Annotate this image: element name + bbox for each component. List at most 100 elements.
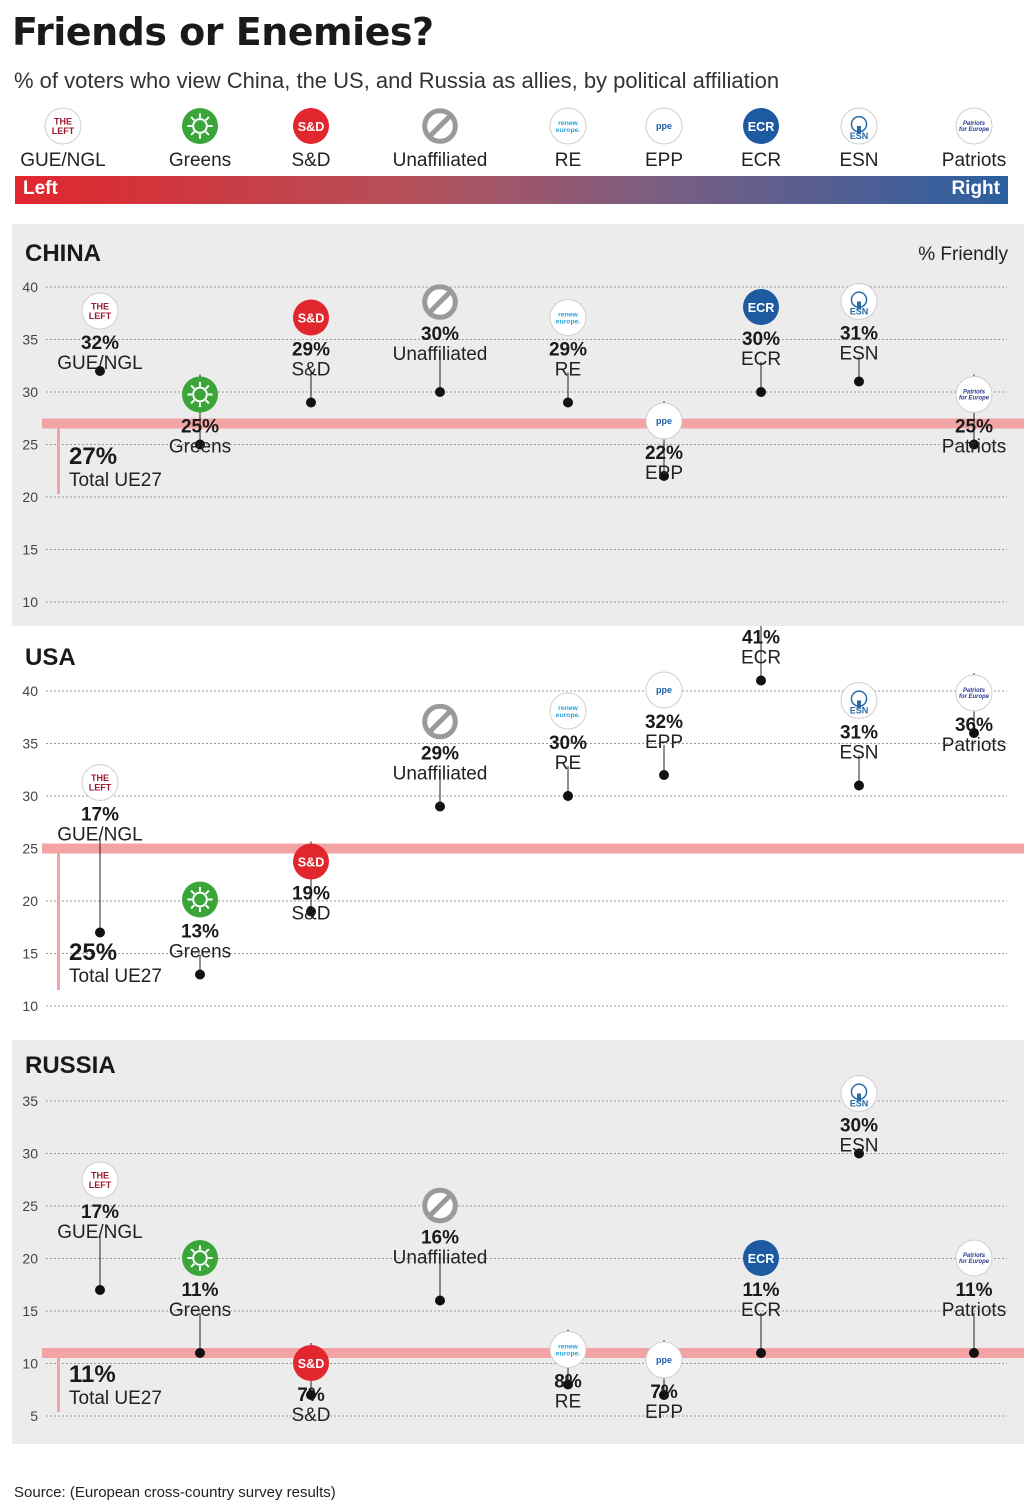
legend-label: ESN: [839, 150, 879, 171]
y-tick-label: 40: [22, 683, 38, 699]
svg-text:renew: renew: [558, 311, 578, 318]
ecr-logo: ECR: [743, 108, 779, 144]
data-point: [854, 376, 864, 387]
svg-text:ESN: ESN: [850, 1099, 869, 1109]
svg-text:S&D: S&D: [298, 312, 325, 326]
svg-text:ppe: ppe: [656, 121, 672, 131]
svg-text:renew: renew: [558, 705, 578, 712]
y-tick-label: 10: [22, 594, 38, 610]
party-label: EPP: [645, 463, 683, 484]
data-point: [563, 791, 573, 801]
data-point: [756, 1348, 766, 1358]
sd-logo: S&D: [293, 299, 329, 336]
data-point: [659, 471, 669, 481]
legend-label: Greens: [168, 150, 232, 171]
svg-text:THE: THE: [54, 116, 72, 126]
greens-sunflower-logo-icon: [182, 108, 218, 144]
data-point: [195, 1348, 205, 1358]
party-label: Greens: [169, 942, 231, 963]
ecr-logo-icon: ECR: [743, 108, 779, 144]
prohibited-sign-icon: [422, 108, 458, 144]
data-point: [435, 387, 445, 397]
scale-right-label: Right: [951, 178, 1000, 199]
epp-logo-icon: ppe: [645, 107, 683, 145]
usa-panel-title: USA: [25, 644, 76, 671]
value-label: 31%: [840, 324, 878, 345]
legend-item-gue: THE LEFT GUE/NGL: [3, 106, 123, 172]
svg-text:Patriots: Patriots: [963, 121, 986, 127]
y-tick-label: 20: [22, 489, 38, 505]
party-label: GUE/NGL: [57, 353, 143, 374]
svg-text:S&D: S&D: [298, 1357, 325, 1371]
data-point: [195, 439, 205, 450]
y-tick-label: 10: [22, 1356, 38, 1372]
value-label: 29%: [421, 744, 459, 765]
total-ue27-label: Total UE27: [69, 966, 162, 987]
point-epp: ppe 32%EPP: [645, 671, 683, 780]
data-point: [659, 770, 669, 780]
point-gre: 25%Greens: [169, 374, 231, 458]
party-label: Patriots: [942, 437, 1006, 458]
party-label: S&D: [291, 360, 330, 381]
value-label: 25%: [181, 417, 219, 438]
svg-text:THE: THE: [91, 301, 109, 311]
friendly-label: % Friendly: [918, 244, 1008, 265]
party-label: ECR: [741, 1300, 781, 1321]
greens-sunflower-logo: [182, 881, 218, 918]
legend-label: Patriots: [941, 150, 1007, 171]
total-ue27-label: Total UE27: [69, 470, 162, 491]
total-ue27-value: 25%: [69, 939, 117, 966]
value-label: 29%: [549, 340, 587, 361]
prohibited-sign-icon-icon: [422, 108, 458, 144]
value-label: 16%: [421, 1228, 459, 1249]
point-epp: ppe 22%EPP: [645, 401, 683, 484]
svg-text:LEFT: LEFT: [89, 1180, 112, 1190]
prohibited-sign-icon: [422, 1187, 458, 1224]
prohibited-sign-icon: [422, 703, 458, 740]
legend-item-re: renew europe. RE: [508, 106, 628, 172]
value-label: 36%: [955, 715, 993, 736]
value-label: 22%: [645, 443, 683, 464]
y-tick-label: 30: [22, 1146, 38, 1162]
svg-text:ESN: ESN: [850, 307, 869, 317]
y-tick-label: 35: [22, 1093, 38, 1109]
data-point: [563, 397, 573, 408]
point-ecr: ECR41%ECR: [741, 585, 781, 686]
svg-text:ECR: ECR: [748, 301, 775, 315]
value-label: 11%: [743, 1280, 780, 1301]
svg-text:renew: renew: [558, 120, 578, 127]
legend-item-pfe: Patriots for Europe Patriots: [914, 106, 1024, 172]
svg-text:S&D: S&D: [298, 120, 325, 134]
svg-text:ESN: ESN: [850, 131, 869, 141]
value-label: 30%: [742, 329, 780, 350]
data-point: [306, 906, 316, 917]
russia-overflow-labels: [0, 1424, 1024, 1484]
party-label: Patriots: [942, 1300, 1006, 1321]
y-tick-label: 20: [22, 893, 38, 909]
legend-label: RE: [554, 150, 582, 171]
y-tick-label: 25: [22, 437, 38, 453]
y-tick-label: 10: [22, 998, 38, 1014]
esn-tree-logo: ESN: [840, 1075, 878, 1112]
data-point: [756, 675, 766, 686]
source-note: Source: (European cross-country survey r…: [14, 1484, 336, 1501]
svg-text:LEFT: LEFT: [89, 311, 112, 321]
party-label: ECR: [741, 648, 781, 669]
epp-logo: ppe: [645, 671, 683, 709]
scale-left-label: Left: [23, 178, 58, 199]
svg-text:LEFT: LEFT: [89, 782, 112, 792]
party-label: Unaffiliated: [393, 764, 488, 785]
value-label: 41%: [742, 628, 780, 649]
svg-text:THE: THE: [91, 773, 109, 783]
